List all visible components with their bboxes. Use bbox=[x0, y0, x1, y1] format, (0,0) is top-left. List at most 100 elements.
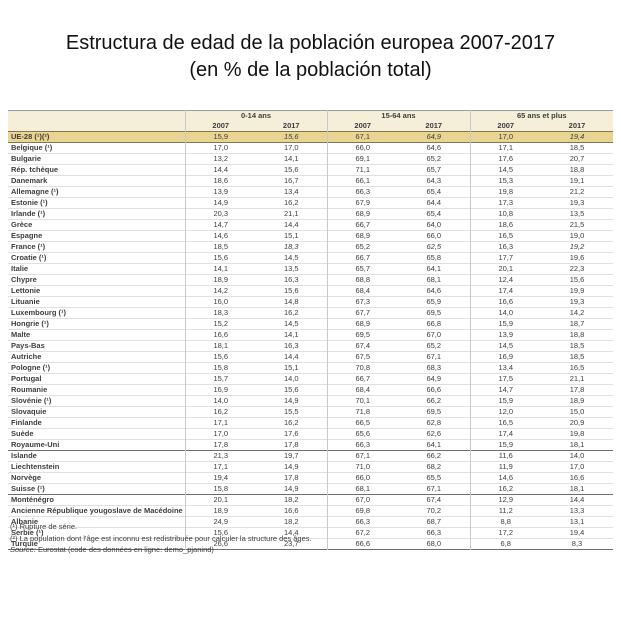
value-cell: 14,9 bbox=[283, 396, 299, 405]
value-cell: 16,2 bbox=[283, 198, 299, 207]
value-cell: 69,5 bbox=[426, 308, 442, 317]
table-row: Serbie (¹) 15,6 14,4 67,2 66,3 17,2 19,4 bbox=[8, 527, 614, 539]
table-row: Chypre 18,9 16,3 68,8 68,1 12,4 15,6 bbox=[8, 274, 614, 286]
table-row: UE-28 (¹)(²) 15,9 15,6 67,1 64,9 17,0 19,4 bbox=[8, 131, 614, 143]
value-cell: 21,1 bbox=[283, 209, 299, 218]
value-cell: 67,0 bbox=[426, 330, 442, 339]
value-cell: 18,8 bbox=[569, 165, 585, 174]
country-name: Finlande bbox=[11, 418, 42, 427]
value-cell: 20,7 bbox=[569, 154, 585, 163]
table-row: Italie 14,1 13,5 65,7 64,1 20,1 22,3 bbox=[8, 263, 614, 275]
value-cell: 17,3 bbox=[469, 197, 542, 209]
value-cell: 14,5 bbox=[469, 164, 542, 176]
table-row: Pays-Bas 18,1 16,3 67,4 65,2 14,5 18,5 bbox=[8, 340, 614, 352]
value-cell: 66,5 bbox=[326, 417, 398, 429]
value-cell: 14,5 bbox=[283, 319, 299, 328]
value-cell: 62,8 bbox=[426, 418, 442, 427]
country-name: Grèce bbox=[11, 220, 33, 229]
value-cell: 68,7 bbox=[426, 517, 442, 526]
value-cell: 16,3 bbox=[469, 241, 542, 253]
value-cell: 17,8 bbox=[184, 439, 256, 451]
value-cell: 68,9 bbox=[326, 208, 398, 220]
column-group-header: 65 ans et plus bbox=[469, 110, 614, 121]
value-cell: 19,7 bbox=[283, 451, 299, 460]
value-cell: 68,1 bbox=[326, 483, 398, 495]
value-cell: 16,6 bbox=[469, 296, 542, 308]
value-cell: 70,8 bbox=[326, 362, 398, 374]
value-cell: 64,1 bbox=[426, 264, 442, 273]
source-line: Source: Eurostat (code des données en li… bbox=[10, 544, 570, 556]
value-cell: 69,5 bbox=[326, 329, 398, 341]
value-cell: 71,0 bbox=[326, 461, 398, 473]
country-name: Hongrie (¹) bbox=[11, 319, 49, 328]
value-cell: 15,9 bbox=[184, 131, 256, 143]
value-cell: 18,8 bbox=[569, 330, 585, 339]
value-cell: 16,7 bbox=[283, 176, 299, 185]
value-cell: 71,8 bbox=[326, 406, 398, 418]
value-cell: 18,9 bbox=[184, 274, 256, 286]
country-name: Serbie (¹) bbox=[11, 528, 44, 537]
value-cell: 68,9 bbox=[326, 318, 398, 330]
value-cell: 17,8 bbox=[283, 473, 299, 482]
table-row: Belgique (¹) 17,0 17,0 66,0 64,6 17,1 18,5 bbox=[8, 142, 614, 154]
value-cell: 11,2 bbox=[469, 505, 542, 517]
table-row: Croatie (¹) 15,6 14,5 66,7 65,8 17,7 19,6 bbox=[8, 252, 614, 264]
value-cell: 17,0 bbox=[184, 142, 256, 154]
value-cell: 16,3 bbox=[283, 341, 299, 350]
value-cell: 17,0 bbox=[469, 131, 542, 143]
value-cell: 17,1 bbox=[469, 142, 542, 154]
value-cell: 17,0 bbox=[184, 428, 256, 440]
value-cell: 18,3 bbox=[283, 242, 299, 251]
page-title: Estructura de edad de la población europ… bbox=[0, 30, 621, 84]
value-cell: 70,1 bbox=[326, 395, 398, 407]
value-cell: 15,9 bbox=[469, 318, 542, 330]
value-cell: 21,2 bbox=[569, 187, 585, 196]
table-row: Malte 16,6 14,1 69,5 67,0 13,9 18,8 bbox=[8, 329, 614, 341]
value-cell: 18,6 bbox=[184, 175, 256, 187]
value-cell: 17,0 bbox=[283, 143, 299, 152]
country-name: Islande bbox=[11, 451, 37, 460]
value-cell: 14,0 bbox=[469, 307, 542, 319]
value-cell: 14,2 bbox=[569, 308, 585, 317]
value-cell: 21,5 bbox=[569, 220, 585, 229]
value-cell: 12,0 bbox=[469, 406, 542, 418]
value-cell: 68,4 bbox=[326, 285, 398, 297]
value-cell: 15,5 bbox=[283, 407, 299, 416]
value-cell: 14,4 bbox=[283, 528, 299, 537]
value-cell: 69,5 bbox=[426, 407, 442, 416]
country-name: Slovaquie bbox=[11, 407, 47, 416]
value-cell: 13,5 bbox=[569, 209, 585, 218]
country-name: Suède bbox=[11, 429, 34, 438]
table-row: Grèce 14,7 14,4 66,7 64,0 18,6 21,5 bbox=[8, 219, 614, 231]
value-cell: 64,1 bbox=[426, 440, 442, 449]
country-name: Pays-Bas bbox=[11, 341, 45, 350]
country-name: France (¹) bbox=[11, 242, 46, 251]
value-cell: 66,7 bbox=[326, 219, 398, 231]
footnote-1: (¹) Rupture de série. bbox=[10, 522, 78, 531]
table-row: Suède 17,0 17,6 65,6 62,6 17,4 19,8 bbox=[8, 428, 614, 440]
table-row: Islande 21,3 19,7 67,1 66,2 11,6 14,0 bbox=[8, 450, 614, 462]
value-cell: 15,6 bbox=[283, 132, 299, 141]
value-cell: 6,8 bbox=[469, 538, 542, 550]
year-header: 2017 bbox=[541, 121, 614, 132]
value-cell: 14,5 bbox=[283, 253, 299, 262]
value-cell: 13,3 bbox=[569, 506, 585, 515]
value-cell: 19,3 bbox=[569, 297, 585, 306]
footnote-2: (²) La population dont l'âge est inconnu… bbox=[10, 533, 312, 543]
year-header: 2007 bbox=[326, 121, 398, 132]
value-cell: 64,4 bbox=[426, 198, 442, 207]
value-cell: 16,2 bbox=[283, 418, 299, 427]
value-cell: 62,5 bbox=[426, 242, 442, 251]
value-cell: 15,0 bbox=[569, 407, 585, 416]
value-cell: 67,2 bbox=[326, 527, 398, 539]
value-cell: 67,1 bbox=[326, 450, 398, 462]
value-cell: 67,4 bbox=[426, 495, 442, 504]
value-cell: 13,9 bbox=[184, 186, 256, 198]
value-cell: 68,2 bbox=[426, 462, 442, 471]
table-row: Portugal 15,7 14,0 66,7 64,9 17,5 21,1 bbox=[8, 373, 614, 385]
table-body: UE-28 (¹)(²) 15,9 15,6 67,1 64,9 17,0 19,4 Belg… bbox=[8, 131, 614, 550]
value-cell: 18,5 bbox=[569, 143, 585, 152]
value-cell: 20,1 bbox=[469, 263, 542, 275]
country-name: Lettonie bbox=[11, 286, 41, 295]
value-cell: 16,6 bbox=[184, 329, 256, 341]
